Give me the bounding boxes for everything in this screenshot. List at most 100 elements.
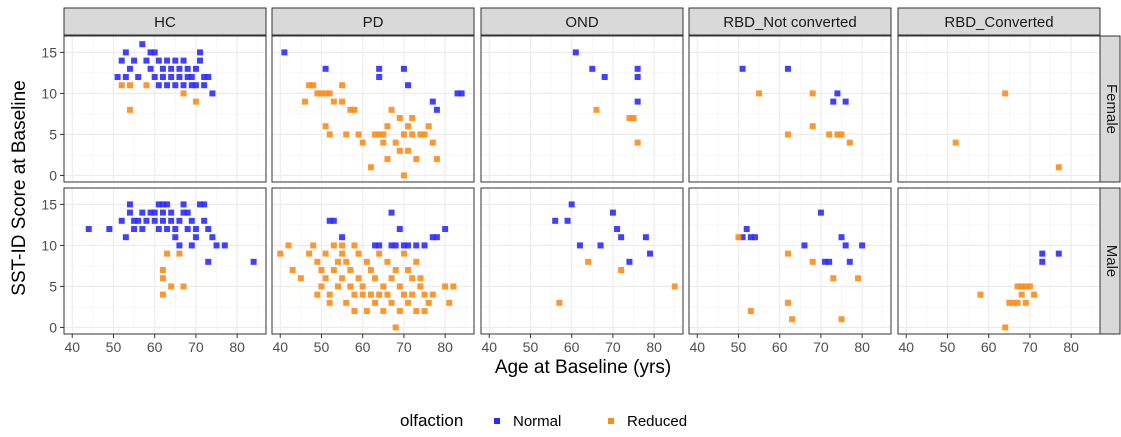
data-point-reduced <box>429 139 436 146</box>
data-point-reduced <box>392 139 399 146</box>
data-point-reduced <box>1014 299 1021 306</box>
data-point-normal <box>151 217 158 224</box>
x-tick-label: 70 <box>188 339 204 355</box>
data-point-normal <box>126 65 133 72</box>
data-point-reduced <box>285 242 292 249</box>
data-point-normal <box>392 242 399 249</box>
x-tick-label: 50 <box>940 339 956 355</box>
data-point-normal <box>817 209 824 216</box>
data-point-reduced <box>318 283 325 290</box>
data-point-normal <box>180 57 187 64</box>
legend-key-reduced <box>608 418 614 424</box>
strip-label-rbd-converted: RBD_Converted <box>944 14 1053 31</box>
x-tick-label: 40 <box>898 339 914 355</box>
panel-background <box>481 36 683 182</box>
x-tick-label: 40 <box>481 339 497 355</box>
data-point-reduced <box>310 242 317 249</box>
legend: olfaction Normal Reduced <box>400 411 687 430</box>
data-point-normal <box>642 234 649 241</box>
data-point-normal <box>433 106 440 113</box>
data-point-reduced <box>425 299 432 306</box>
data-point-normal <box>176 65 183 72</box>
x-tick-label: 40 <box>689 339 705 355</box>
data-point-reduced <box>388 299 395 306</box>
data-point-reduced <box>126 106 133 113</box>
data-point-normal <box>376 242 383 249</box>
x-tick-label: 60 <box>772 339 788 355</box>
data-point-reduced <box>618 267 625 274</box>
data-point-reduced <box>355 131 362 138</box>
data-point-normal <box>180 82 187 89</box>
data-point-reduced <box>376 131 383 138</box>
data-point-normal <box>151 49 158 56</box>
data-point-reduced <box>405 267 412 274</box>
data-point-normal <box>168 217 175 224</box>
data-point-normal <box>135 217 142 224</box>
data-point-normal <box>197 49 204 56</box>
data-point-normal <box>634 74 641 81</box>
data-point-reduced <box>326 299 333 306</box>
data-point-normal <box>405 82 412 89</box>
data-point-reduced <box>977 291 984 298</box>
data-point-reduced <box>355 250 362 257</box>
data-point-reduced <box>585 258 592 265</box>
data-point-reduced <box>326 131 333 138</box>
data-point-normal <box>155 57 162 64</box>
data-point-reduced <box>359 291 366 298</box>
data-point-normal <box>846 258 853 265</box>
data-point-reduced <box>334 283 341 290</box>
x-tick-label: 60 <box>981 339 997 355</box>
panel-rbd-not-converted-male <box>688 187 892 335</box>
data-point-normal <box>143 57 150 64</box>
data-point-normal <box>618 234 625 241</box>
y-axis-title: SST-ID Score at Baseline <box>9 80 30 295</box>
strip-ond <box>480 7 684 36</box>
data-point-reduced <box>326 90 333 97</box>
x-tick-label: 50 <box>314 339 330 355</box>
panel-ond-female <box>480 35 684 183</box>
x-tick-label: 70 <box>396 339 412 355</box>
data-point-normal <box>842 242 849 249</box>
panel-background <box>689 36 891 182</box>
panel-background <box>481 188 683 334</box>
data-point-normal <box>188 242 195 249</box>
panel-ond-male <box>480 187 684 335</box>
panel-rbd-not-converted-female <box>688 35 892 183</box>
data-point-normal <box>205 258 212 265</box>
data-point-normal <box>250 258 257 265</box>
x-tick-label: 70 <box>1022 339 1038 355</box>
y-tick-label: 15 <box>41 44 57 60</box>
data-point-reduced <box>359 139 366 146</box>
data-point-normal <box>454 90 461 97</box>
data-point-reduced <box>405 299 412 306</box>
data-point-normal <box>114 74 121 81</box>
data-point-normal <box>330 217 337 224</box>
data-point-normal <box>209 234 216 241</box>
data-point-reduced <box>384 123 391 130</box>
data-point-reduced <box>1026 283 1033 290</box>
data-point-normal <box>743 226 750 233</box>
data-point-reduced <box>380 139 387 146</box>
data-point-normal <box>143 217 150 224</box>
data-point-reduced <box>372 299 379 306</box>
data-point-reduced <box>334 258 341 265</box>
strip-label-rbd-not-converted: RBD_Not converted <box>723 14 856 31</box>
data-point-reduced <box>396 283 403 290</box>
panel-hc-female <box>63 35 267 183</box>
data-point-reduced <box>789 316 796 323</box>
data-point-normal <box>322 65 329 72</box>
x-tick-label: 60 <box>564 339 580 355</box>
data-point-reduced <box>1010 299 1017 306</box>
data-point-reduced <box>322 250 329 257</box>
data-point-reduced <box>355 275 362 282</box>
data-point-normal <box>376 74 383 81</box>
data-point-normal <box>388 242 395 249</box>
panel-border <box>480 35 684 183</box>
data-point-reduced <box>735 234 742 241</box>
data-point-normal <box>281 49 288 56</box>
data-point-normal <box>413 242 420 249</box>
data-point-normal <box>180 209 187 216</box>
data-point-reduced <box>380 308 387 315</box>
data-point-reduced <box>409 131 416 138</box>
